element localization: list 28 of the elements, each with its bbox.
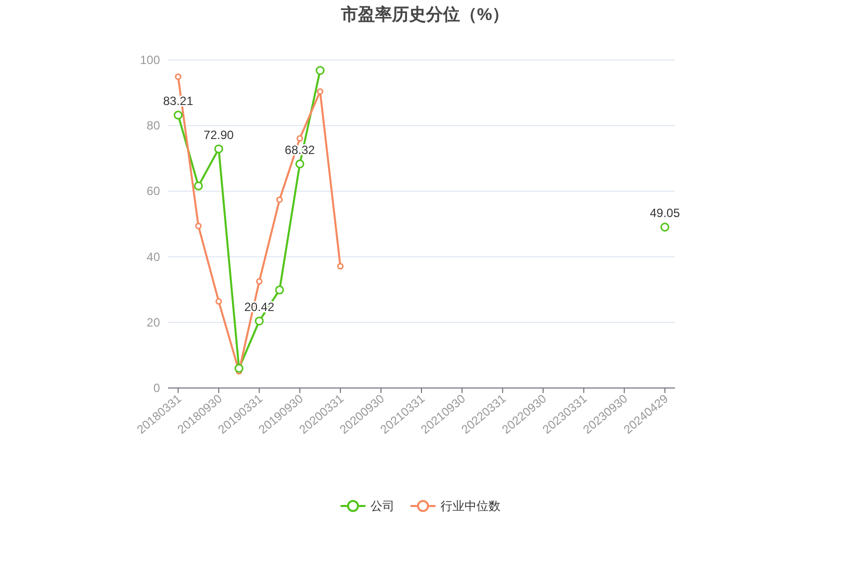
point — [234, 364, 244, 373]
point — [174, 110, 183, 120]
point — [254, 316, 264, 326]
chart-title: 市盈率历史分位（%） — [340, 5, 510, 24]
data-label: 72.90 — [204, 128, 234, 142]
legend-label: 行业中位数 — [440, 499, 500, 513]
point — [337, 263, 344, 270]
point — [295, 159, 304, 168]
point — [316, 66, 325, 75]
point — [195, 222, 202, 230]
legend-label: 公司 — [370, 499, 394, 513]
point — [194, 182, 203, 190]
point — [256, 278, 263, 285]
y-tick-label: 80 — [146, 118, 160, 133]
y-tick-label: 60 — [146, 184, 160, 198]
point — [215, 298, 222, 305]
point — [275, 285, 284, 294]
point — [316, 88, 324, 95]
point — [214, 144, 224, 154]
y-tick-label: 20 — [146, 315, 160, 330]
y-tick-label: 100 — [140, 53, 160, 67]
y-tick-label: 40 — [146, 250, 160, 264]
point — [660, 222, 670, 232]
point — [174, 73, 182, 80]
point — [296, 135, 304, 142]
point — [276, 196, 283, 203]
data-label: 49.05 — [650, 206, 680, 220]
y-tick-label: 0 — [153, 381, 160, 395]
